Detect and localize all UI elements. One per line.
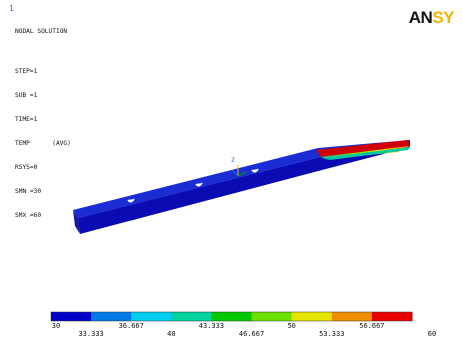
- legend-outline: [50, 311, 413, 322]
- legend-swatch: [131, 312, 172, 321]
- info-line: TEMP (AVG): [15, 140, 71, 147]
- legend-tick-label: 43.333: [198, 322, 225, 330]
- ansys-logo: ANSY: [408, 8, 455, 27]
- info-line: SMX =60: [15, 212, 42, 219]
- legend-swatch: [51, 312, 92, 321]
- info-line: TIME=1: [15, 116, 38, 123]
- legend-swatch: [371, 312, 413, 321]
- window-number: 1: [9, 4, 14, 13]
- legend-swatch: [171, 312, 212, 321]
- legend-tick-label: 30: [51, 322, 61, 330]
- beam-front-face: [78, 140, 410, 234]
- legend-swatch: [291, 312, 333, 321]
- legend-tick-label: 50: [287, 322, 296, 330]
- beam-notch: [195, 182, 203, 187]
- legend-tick-label: 33.333: [78, 330, 104, 338]
- beam-notch: [127, 198, 135, 203]
- legend-tick-label: 60: [427, 330, 437, 338]
- legend-tick-label: 40: [167, 330, 176, 338]
- legend-colorbar: [50, 311, 413, 322]
- coordinate-triad: Z: [231, 157, 247, 177]
- legend-swatch: [211, 312, 253, 321]
- legend-tick-label: 46.667: [238, 330, 265, 338]
- solution-info-block: NODAL SOLUTION STEP=1 SUB =1 TIME=1 TEMP…: [15, 12, 71, 228]
- legend-swatch: [251, 312, 293, 321]
- info-line: SUB =1: [15, 92, 38, 99]
- beam-model[interactable]: [73, 140, 410, 234]
- legend-tick-label: 36.667: [118, 322, 144, 330]
- info-line: NODAL SOLUTION: [15, 28, 68, 35]
- legend-swatch: [331, 312, 373, 321]
- legend-tick-label: 53.333: [319, 330, 345, 338]
- beam-tip-front: [322, 147, 410, 160]
- info-line: SMN =30: [15, 188, 42, 195]
- beam-top-face: [73, 140, 410, 218]
- triad-label-z: Z: [231, 157, 235, 164]
- beam-end-face: [73, 210, 80, 234]
- beam-notch: [251, 168, 259, 173]
- info-line: STEP=1: [15, 68, 38, 75]
- info-line: RSYS=0: [15, 164, 38, 171]
- beam-hot-region: [316, 140, 410, 158]
- legend-swatch: [91, 312, 132, 321]
- legend-tick-label: 56.667: [359, 322, 385, 330]
